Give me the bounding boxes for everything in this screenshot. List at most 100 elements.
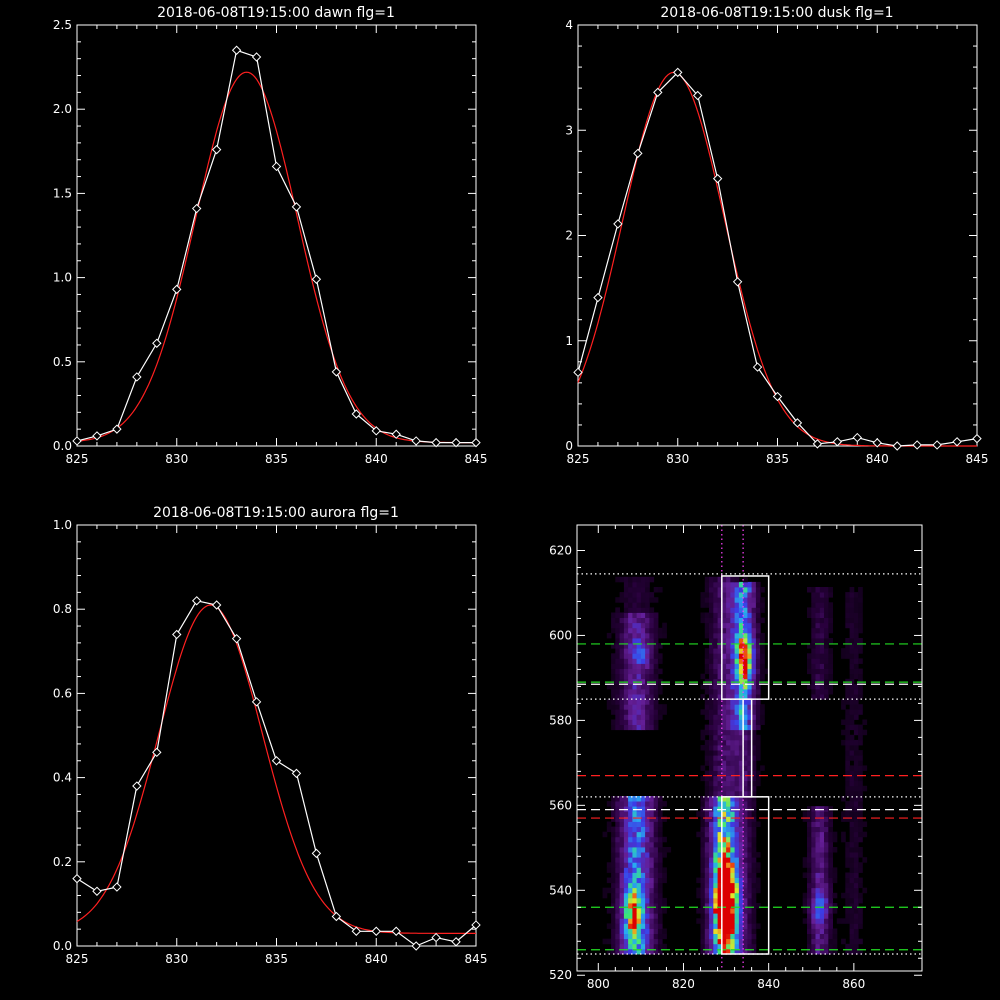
heatmap-cell: [858, 852, 863, 858]
heatmap-cell: [734, 622, 740, 629]
heatmap-cell: [704, 770, 710, 776]
heatmap-cell: [832, 943, 838, 950]
heatmap-cell: [751, 750, 757, 756]
heatmap-cell: [738, 617, 744, 624]
heatmap-cell: [828, 821, 833, 827]
dusk-x-tick-label: 840: [866, 452, 889, 466]
heatmap-cell: [738, 627, 744, 634]
heatmap-cell: [815, 607, 821, 613]
dusk-chart-title: 2018-06-08T19:15:00 dusk flg=1: [660, 5, 893, 21]
heatmap-cell: [738, 908, 744, 914]
heatmap-cell: [743, 729, 748, 736]
heatmap-cell: [726, 923, 731, 929]
heatmap-cell: [726, 862, 731, 868]
heatmap-cell: [636, 724, 642, 731]
heatmap-cell: [751, 689, 757, 695]
heatmap-cell: [738, 816, 744, 822]
heatmap-cell: [632, 928, 638, 934]
heatmap-cell: [755, 592, 761, 598]
heatmap-cell: [853, 714, 859, 720]
heatmap-cell: [726, 831, 731, 838]
heatmap-cell: [730, 729, 735, 736]
heatmap-cell: [841, 729, 846, 736]
heatmap-cell: [721, 648, 727, 654]
heatmap-cell: [738, 719, 744, 725]
heatmap-cell: [611, 658, 616, 664]
heatmap-cell: [819, 918, 825, 924]
heatmap-cell: [755, 632, 761, 639]
heatmap-cell: [636, 887, 642, 894]
heatmap-cell: [730, 765, 735, 771]
heatmap-cell: [734, 663, 740, 669]
heatmap-cell: [713, 913, 718, 919]
heatmap-cell: [849, 882, 855, 889]
heatmap-cell: [717, 923, 723, 929]
heatmap-cell: [611, 928, 616, 934]
heatmap-cell: [730, 653, 735, 659]
heatmap-cell: [747, 689, 753, 695]
heatmap-cell: [717, 780, 723, 787]
heatmap-cell: [853, 796, 859, 802]
heatmap-cell: [815, 857, 821, 863]
heatmap-cell: [721, 719, 727, 725]
heatmap-cell: [824, 943, 829, 950]
heatmap-cell: [653, 643, 659, 649]
heatmap-cell: [606, 699, 612, 705]
heatmap-cell: [657, 948, 663, 955]
heatmap-cell: [738, 948, 744, 955]
heatmap-cell: [849, 627, 855, 634]
heatmap-cell: [755, 643, 761, 649]
heatmap-cell: [662, 933, 667, 940]
heatmap-cell: [815, 826, 821, 833]
heatmap-cell: [811, 831, 816, 838]
heatmap-cell: [619, 938, 625, 945]
heatmap-cell: [721, 821, 727, 827]
heatmap-cell: [751, 755, 757, 761]
heatmap-cell: [747, 780, 753, 787]
heatmap-cell: [632, 877, 638, 884]
heatmap-cell: [738, 918, 744, 924]
heatmap-cell: [619, 724, 625, 731]
heatmap-cell: [717, 668, 723, 675]
heatmap-cell: [730, 903, 735, 909]
heatmap-cell: [628, 938, 633, 945]
aurora-y-tick-label: 0.4: [53, 771, 72, 785]
heatmap-cell: [751, 811, 757, 817]
aurora-y-tick-label: 0.2: [53, 855, 72, 869]
heatmap-cell: [807, 806, 812, 812]
heatmap-cell: [858, 892, 863, 899]
heatmap-x-tick-label: 820: [672, 977, 695, 991]
heatmap-cell: [845, 760, 850, 766]
heatmap-cell: [721, 923, 727, 929]
heatmap-cell: [853, 729, 859, 736]
dawn-data-point: [431, 437, 441, 448]
heatmap-cell: [619, 714, 625, 720]
heatmap-cell: [828, 867, 833, 873]
heatmap-cell: [645, 576, 650, 583]
heatmap-cell: [628, 602, 633, 608]
heatmap-cell: [645, 653, 650, 659]
heatmap-cell: [819, 882, 825, 889]
heatmap-cell: [807, 928, 812, 934]
aurora-x-tick-label: 835: [265, 952, 288, 966]
heatmap-cell: [824, 841, 829, 848]
heatmap-cell: [640, 632, 646, 639]
heatmap-cell: [730, 597, 735, 603]
heatmap-cell: [828, 897, 833, 904]
heatmap-cell: [849, 806, 855, 812]
heatmap-cell: [717, 724, 723, 731]
heatmap-cell: [734, 750, 740, 756]
heatmap-cell: [619, 592, 625, 598]
heatmap-cell: [713, 648, 718, 654]
heatmap-cell: [645, 607, 650, 613]
heatmap-cell: [640, 719, 646, 725]
heatmap-cell: [632, 872, 638, 878]
heatmap-cell: [628, 811, 633, 817]
heatmap-cell: [738, 607, 744, 613]
aurora-data-point: [172, 629, 182, 640]
heatmap-cell: [849, 831, 855, 838]
heatmap-cell: [628, 836, 633, 843]
dusk-data-point: [832, 437, 843, 447]
heatmap-cell: [657, 943, 663, 950]
heatmap-cell: [815, 587, 821, 593]
